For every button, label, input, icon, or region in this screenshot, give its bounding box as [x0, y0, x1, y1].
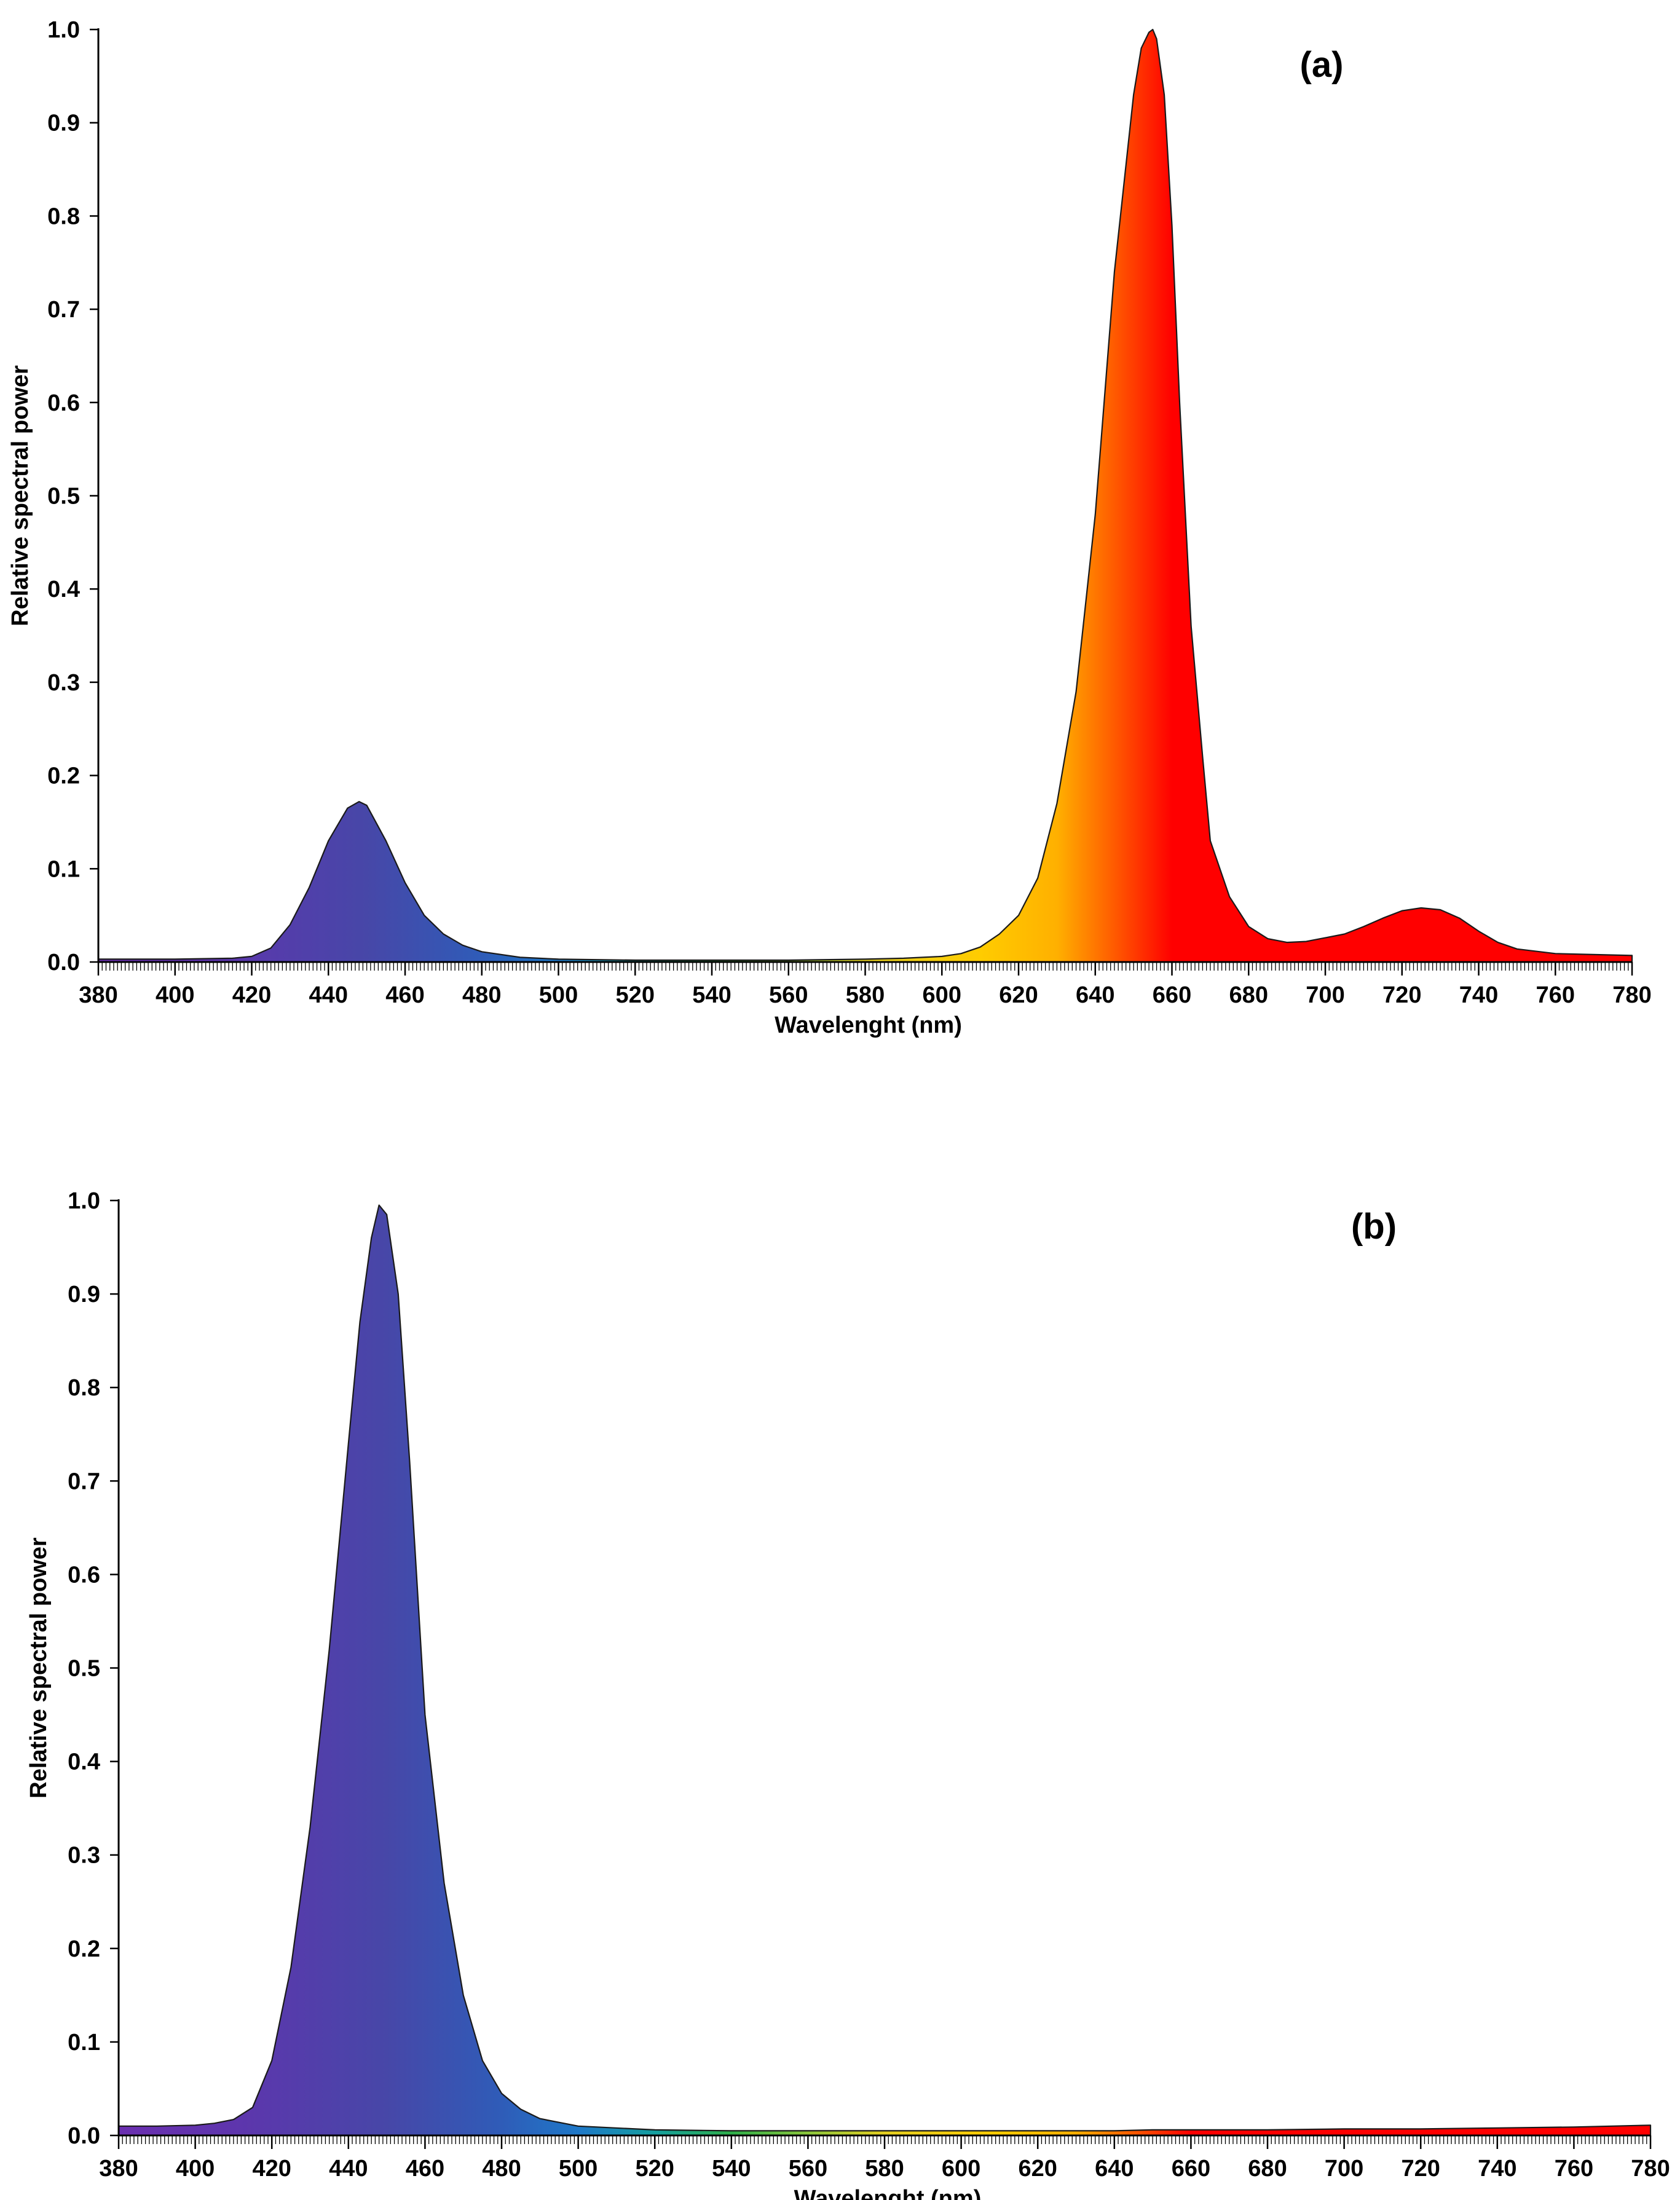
x-tick-label: 420: [252, 2156, 291, 2182]
x-tick-label: 640: [1095, 2156, 1134, 2182]
y-tick-label: 0.7: [68, 1469, 100, 1494]
y-tick-label: 0.7: [47, 297, 80, 323]
x-tick-label: 420: [232, 982, 271, 1008]
y-tick-label: 0.9: [47, 111, 80, 136]
y-tick-label: 0.5: [68, 1656, 100, 1682]
x-tick-label: 500: [539, 982, 578, 1008]
x-tick-label: 520: [616, 982, 655, 1008]
y-tick-label: 0.6: [68, 1562, 100, 1588]
x-tick-label: 500: [559, 2156, 597, 2182]
panel-label: (a): [1300, 45, 1344, 85]
y-tick-label: 0.5: [47, 484, 80, 510]
y-tick-label: 0.0: [68, 2123, 100, 2149]
y-tick-label: 0.9: [68, 1282, 100, 1307]
y-tick-label: 1.0: [47, 17, 80, 43]
x-tick-label: 740: [1459, 982, 1498, 1008]
x-tick-label: 480: [462, 982, 501, 1008]
x-tick-label: 720: [1382, 982, 1421, 1008]
x-axis-title: Wavelenght (nm): [775, 1012, 962, 1038]
x-tick-label: 380: [79, 982, 117, 1008]
y-tick-label: 0.4: [68, 1749, 100, 1775]
panel-label: (b): [1351, 1207, 1397, 1247]
x-tick-label: 380: [99, 2156, 138, 2182]
chart-panel-b: 380 400 420 440 460 480 500 520 540 560 580 600 620 6…: [26, 1188, 1670, 2200]
spectrum-area: [97, 28, 1633, 963]
x-tick-label: 660: [1172, 2156, 1210, 2182]
x-tick-label: 660: [1153, 982, 1191, 1008]
x-tick-label: 700: [1306, 982, 1344, 1008]
y-tick-label: 0.6: [47, 390, 80, 416]
x-tick-label: 460: [385, 982, 424, 1008]
x-tick-label: 540: [712, 2156, 751, 2182]
x-tick-label: 580: [846, 982, 885, 1008]
y-tick-label: 1.0: [68, 1188, 100, 1214]
x-tick-label: 440: [329, 2156, 368, 2182]
x-tick-label: 620: [1018, 2156, 1057, 2182]
x-tick-label: 440: [309, 982, 348, 1008]
x-tick-label: 600: [942, 2156, 980, 2182]
x-tick-label: 700: [1325, 2156, 1363, 2182]
x-tick-label: 400: [176, 2156, 215, 2182]
y-tick-label: 0.8: [47, 203, 80, 229]
x-tick-label: 560: [769, 982, 808, 1008]
y-tick-label: 0.2: [47, 763, 80, 789]
x-tick-label: 740: [1478, 2156, 1516, 2182]
y-tick-label: 0.0: [47, 950, 80, 976]
x-tick-label: 760: [1555, 2156, 1593, 2182]
x-tick-label: 580: [865, 2156, 904, 2182]
x-tick-label: 780: [1631, 2156, 1670, 2182]
x-tick-label: 400: [156, 982, 194, 1008]
x-tick-label: 640: [1076, 982, 1114, 1008]
y-tick-label: 0.1: [68, 2030, 100, 2056]
x-tick-label: 680: [1229, 982, 1268, 1008]
y-tick-label: 0.3: [47, 670, 80, 696]
y-axis-title: Relative spectral power: [26, 1537, 52, 1799]
y-tick-label: 0.3: [68, 1843, 100, 1869]
x-tick-label: 600: [923, 982, 961, 1008]
y-axis-title: Relative spectral power: [7, 365, 33, 626]
x-tick-label: 680: [1248, 2156, 1287, 2182]
x-tick-label: 780: [1612, 982, 1651, 1008]
y-tick-label: 0.4: [47, 577, 80, 602]
x-tick-label: 720: [1401, 2156, 1440, 2182]
x-tick-label: 460: [406, 2156, 444, 2182]
x-tick-label: 620: [999, 982, 1038, 1008]
x-tick-label: 520: [635, 2156, 674, 2182]
x-tick-label: 760: [1536, 982, 1575, 1008]
x-tick-label: 480: [482, 2156, 521, 2182]
x-tick-label: 540: [692, 982, 731, 1008]
y-tick-label: 0.2: [68, 1936, 100, 1962]
y-tick-label: 0.1: [47, 856, 80, 882]
y-tick-label: 0.8: [68, 1375, 100, 1401]
x-tick-label: 560: [789, 2156, 827, 2182]
spectrum-area: [117, 1204, 1652, 2137]
chart-panel-a: 380 400 420 440 460 480 500 520 540 560 580 600 620 6…: [7, 17, 1652, 1038]
x-axis-title: Wavelenght (nm): [794, 2186, 982, 2200]
